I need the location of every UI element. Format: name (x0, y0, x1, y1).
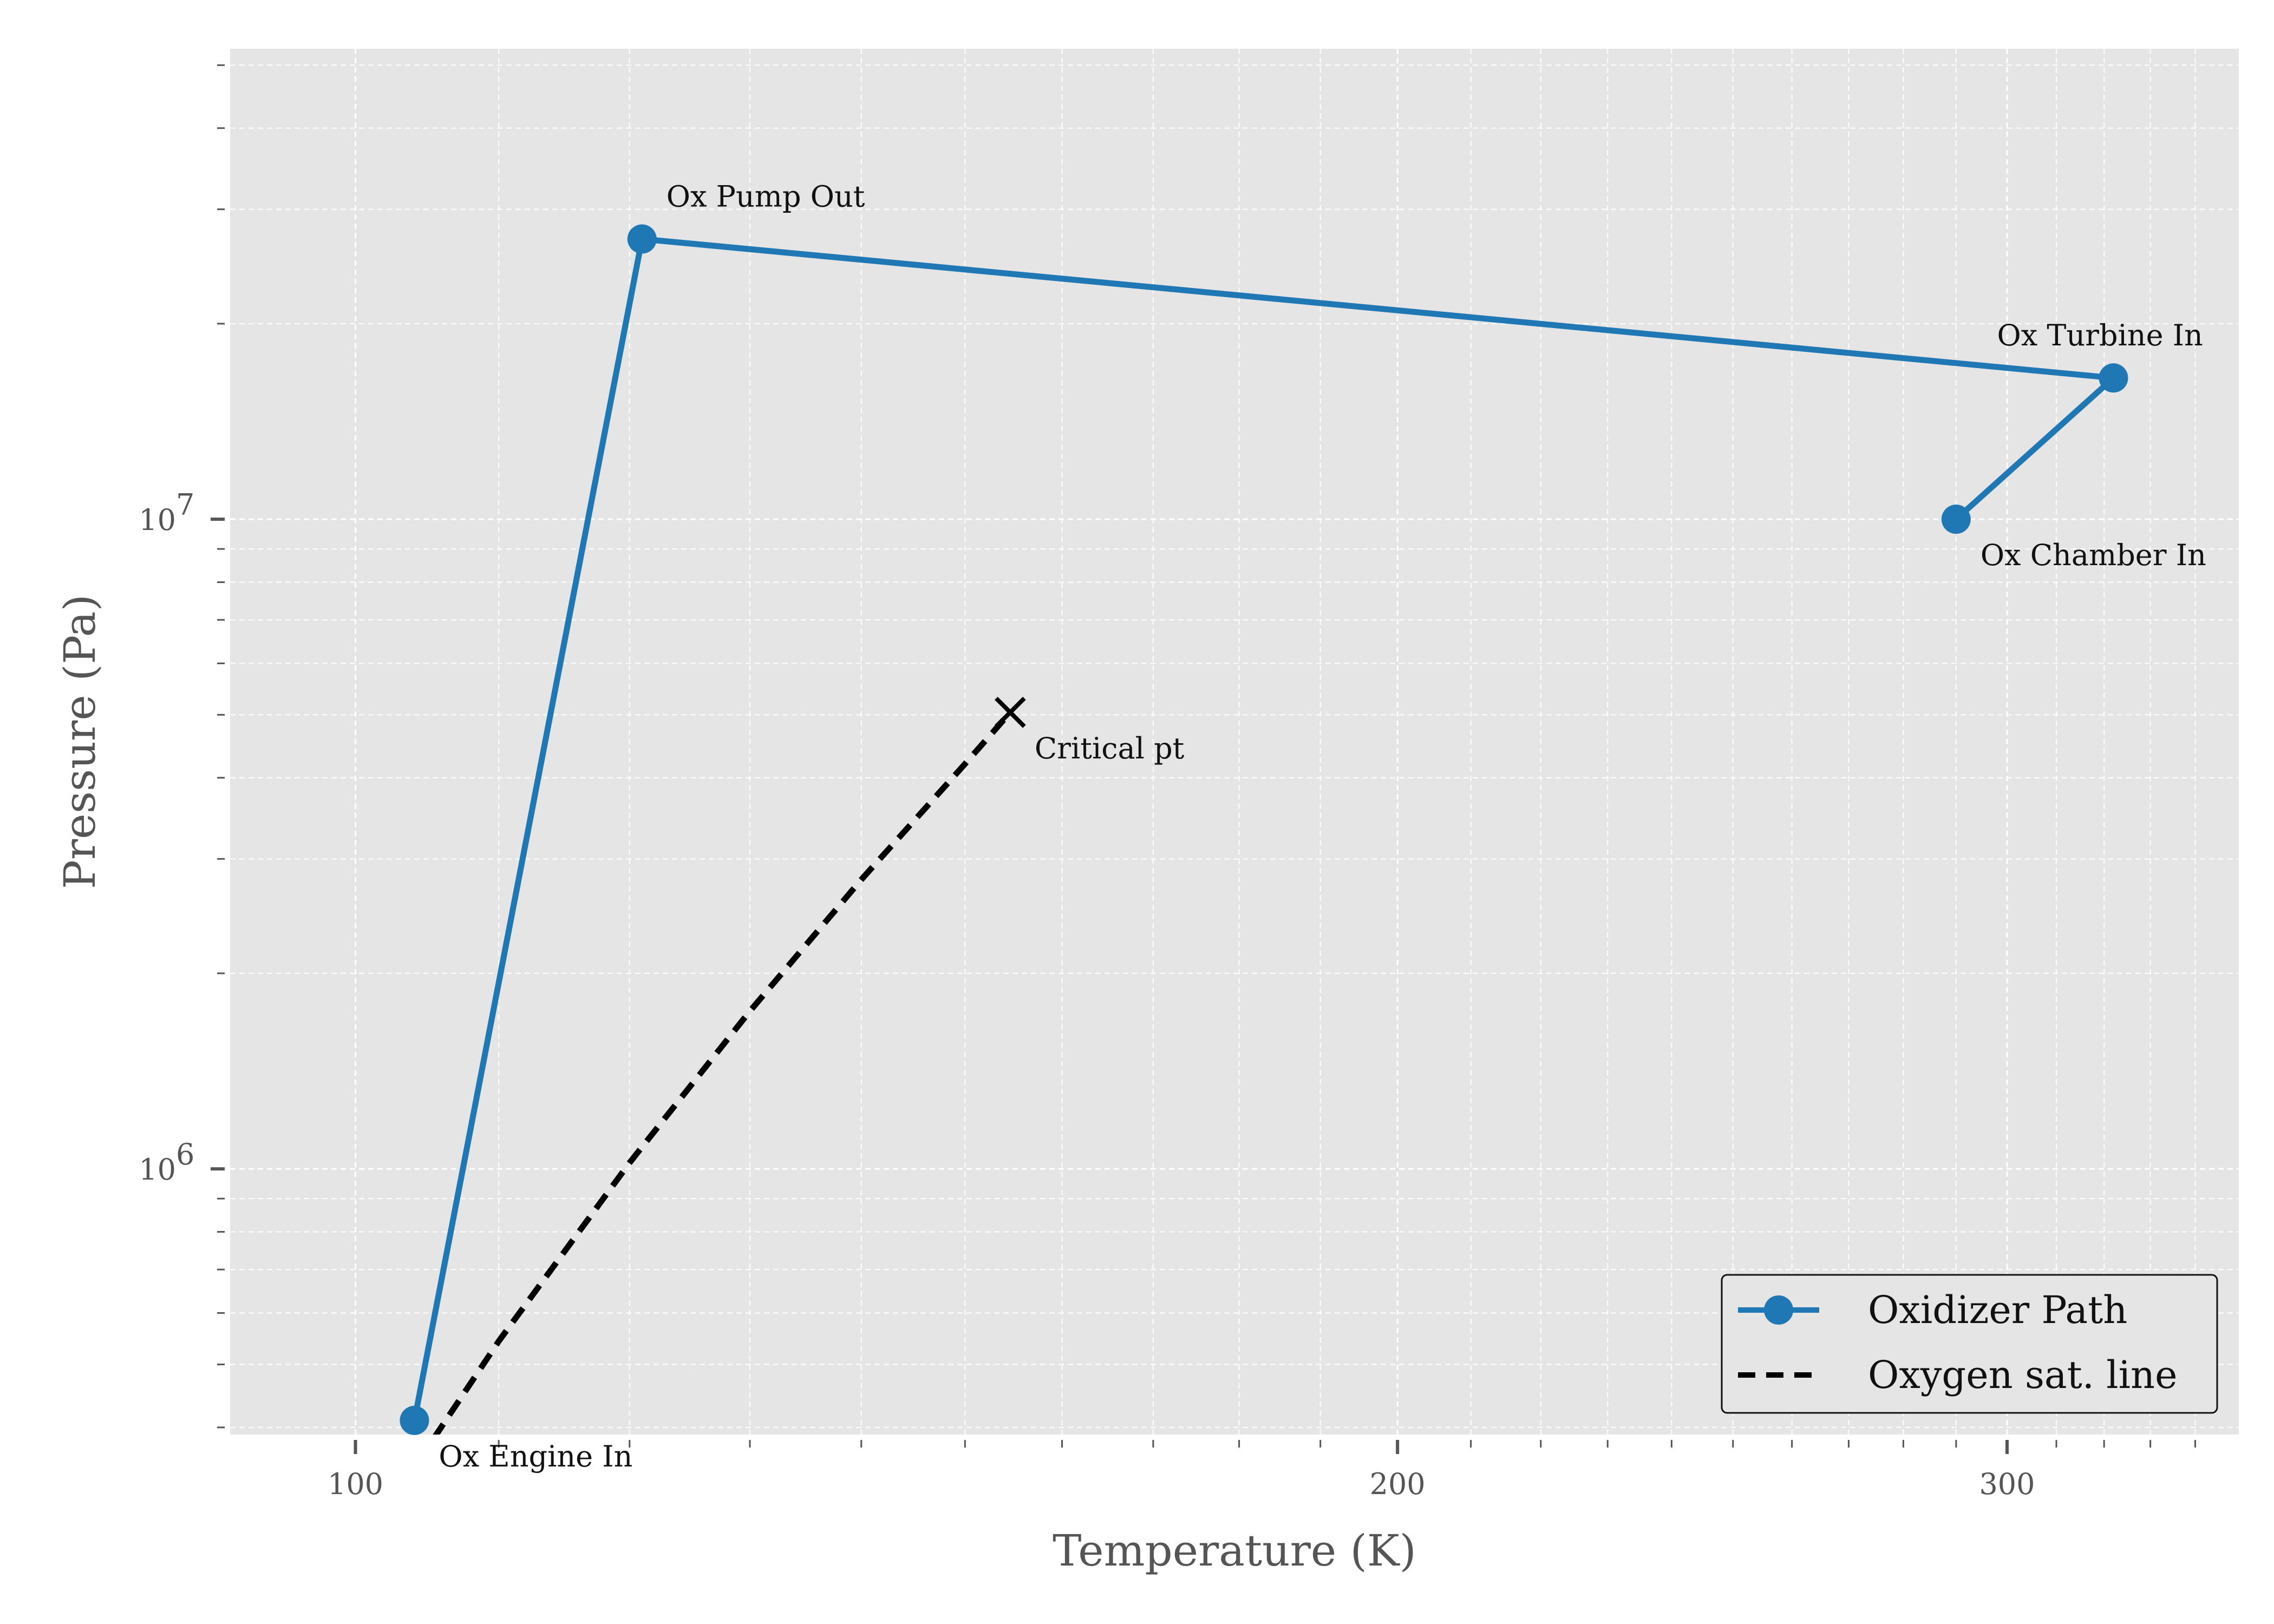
legend-label-oxygen-sat-line: Oxygen sat. line (1868, 1353, 2178, 1397)
x-tick-label: 100 (328, 1467, 383, 1501)
y-tick-label: 10 (139, 503, 176, 537)
point-label: Ox Pump Out (666, 180, 865, 214)
y-tick-exponent: 7 (176, 488, 194, 522)
series-line-0 (411, 236, 2116, 1421)
x-tick-label: 200 (1370, 1467, 1426, 1501)
y-tick-label: 10 (139, 1152, 176, 1187)
data-point-marker (400, 1405, 429, 1435)
legend-marker-oxidizer-path (1764, 1295, 1793, 1325)
markers-layer (400, 224, 2128, 1435)
legend-label-oxidizer-path: Oxidizer Path (1868, 1288, 2127, 1332)
series-line-1 (433, 710, 1013, 1435)
point-label: Ox Chamber In (1981, 538, 2206, 572)
data-point-marker (1941, 505, 1971, 534)
x-tick-label: 300 (1979, 1467, 2035, 1501)
critical-point-label: Critical pt (1035, 731, 1185, 765)
series-layer (411, 236, 2116, 1435)
point-label: Ox Turbine In (1997, 318, 2203, 352)
data-point-marker (627, 224, 657, 254)
y-axis-title: Pressure (Pa) (55, 594, 105, 889)
axis-ticks (211, 64, 2197, 1454)
point-label: Ox Engine In (439, 1439, 632, 1474)
legend: Oxidizer Path Oxygen sat. line (1721, 1274, 2218, 1414)
legend-box (1721, 1274, 2218, 1414)
plot-background (230, 49, 2239, 1435)
x-axis-title: Temperature (K) (1053, 1525, 1416, 1576)
critical-point-stroke (995, 697, 1026, 728)
critical-point-marker (995, 697, 1026, 728)
major-grid (230, 49, 2239, 1435)
y-tick-exponent: 6 (176, 1137, 194, 1171)
data-point-marker (2099, 363, 2128, 393)
annotations-layer: Ox Engine In Ox Pump Out Ox Turbine In Ox C… (439, 180, 2206, 1474)
